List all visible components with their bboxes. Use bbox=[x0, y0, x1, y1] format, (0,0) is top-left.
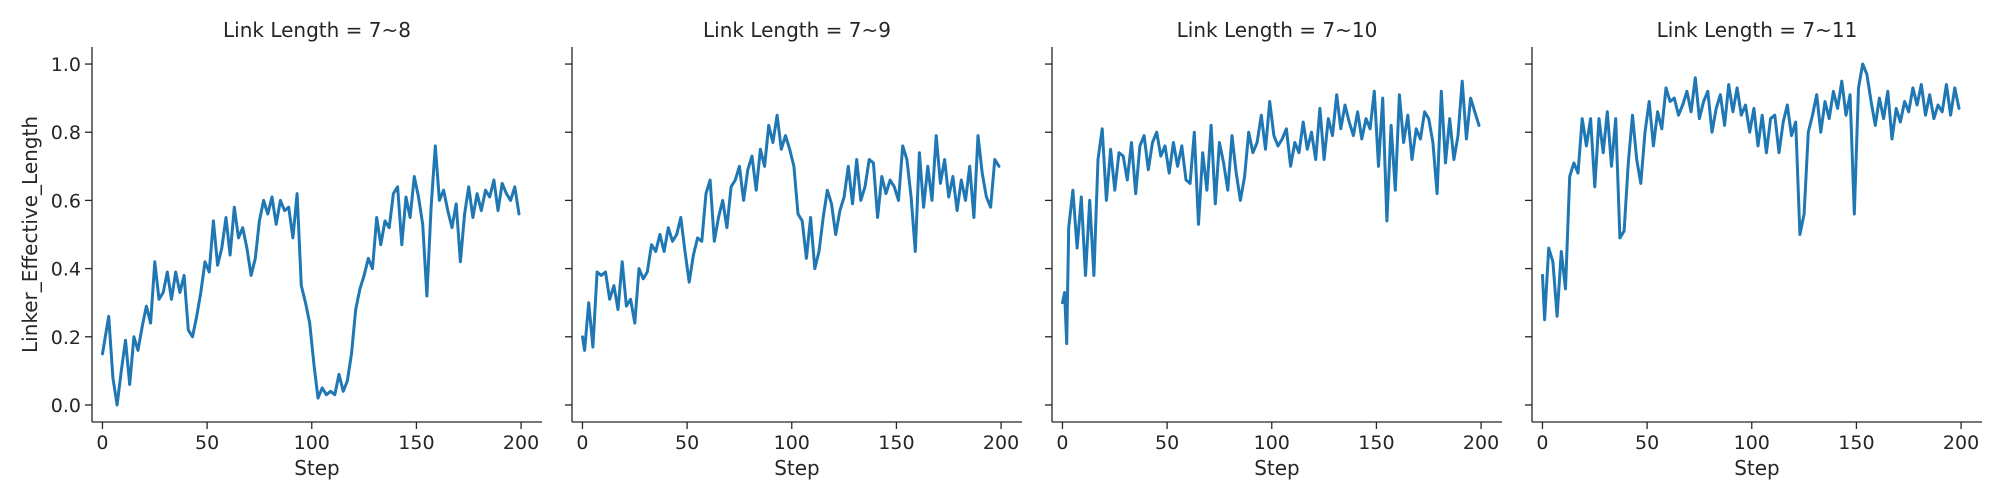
x-tick-label: 0 bbox=[96, 432, 108, 454]
x-tick-label: 200 bbox=[983, 432, 1019, 454]
x-tick-label: 50 bbox=[675, 432, 699, 454]
x-tick-label: 200 bbox=[503, 432, 539, 454]
chart-panel-4: Link Length = 7~11 0 50 100 150 200 Step bbox=[1525, 18, 1982, 480]
x-tick-label: 100 bbox=[1254, 432, 1290, 454]
x-axis-label: Step bbox=[1254, 456, 1300, 480]
x-tick-label: 50 bbox=[195, 432, 219, 454]
y-tick-label: 0.4 bbox=[51, 259, 81, 281]
x-tick-label: 150 bbox=[878, 432, 914, 454]
x-tick-label: 50 bbox=[1635, 432, 1659, 454]
y-tick-label: 1.0 bbox=[51, 54, 81, 76]
x-tick-label: 200 bbox=[1943, 432, 1979, 454]
y-tick-label: 0.6 bbox=[51, 190, 81, 212]
panel-title: Link Length = 7~9 bbox=[703, 18, 891, 42]
x-axis-label: Step bbox=[294, 456, 340, 480]
series-line bbox=[1541, 62, 1961, 322]
x-axis-label: Step bbox=[1734, 456, 1780, 480]
x-tick-label: 100 bbox=[774, 432, 810, 454]
series-line bbox=[1061, 79, 1481, 346]
chart-panel-1: Link Length = 7~8 0 50 100 150 200 0.0 0.2 0.4 0.… bbox=[18, 18, 542, 480]
chart-panel-3: Link Length = 7~10 0 50 100 150 200 Step bbox=[1045, 18, 1502, 480]
x-tick-label: 100 bbox=[294, 432, 330, 454]
x-tick-label: 150 bbox=[1358, 432, 1394, 454]
series-line bbox=[101, 144, 521, 407]
x-tick-label: 200 bbox=[1463, 432, 1499, 454]
x-tick-label: 0 bbox=[576, 432, 588, 454]
y-tick-label: 0.8 bbox=[51, 122, 81, 144]
y-tick-label: 0.0 bbox=[51, 395, 81, 417]
x-tick-label: 150 bbox=[398, 432, 434, 454]
x-tick-label: 0 bbox=[1536, 432, 1548, 454]
x-axis-label: Step bbox=[774, 456, 820, 480]
x-tick-label: 50 bbox=[1155, 432, 1179, 454]
panel-title: Link Length = 7~10 bbox=[1177, 18, 1378, 42]
x-tick-label: 0 bbox=[1056, 432, 1068, 454]
panel-title: Link Length = 7~11 bbox=[1657, 18, 1858, 42]
y-tick-label: 0.2 bbox=[51, 327, 81, 349]
x-tick-label: 100 bbox=[1734, 432, 1770, 454]
panel-title: Link Length = 7~8 bbox=[223, 18, 411, 42]
chart-panel-2: Link Length = 7~9 0 50 100 150 200 Step bbox=[565, 18, 1022, 480]
x-tick-label: 150 bbox=[1838, 432, 1874, 454]
y-axis-label: Linker_Effective_Length bbox=[18, 116, 42, 353]
series-line bbox=[581, 113, 1001, 352]
